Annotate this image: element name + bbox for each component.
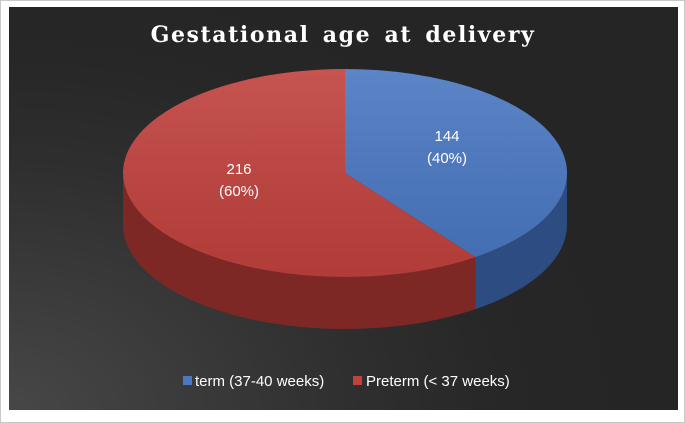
legend-swatch-term [183, 376, 192, 385]
pie-chart: Gestational age at delivery 144 (40%) 21… [123, 22, 568, 390]
pie-side-term [475, 173, 567, 310]
slice-label-preterm-value: 216 [226, 161, 251, 178]
legend-swatch-preterm [353, 376, 362, 385]
pie-side-preterm [123, 173, 476, 330]
slice-label-term-percent: (40%) [427, 150, 467, 167]
slice-label-term-value: 144 [434, 128, 459, 145]
data-labels: 144 (40%) 216 (60%) [219, 128, 467, 200]
pie-slice-shade-term [345, 69, 568, 258]
chart-panel: Gestational age at delivery 144 (40%) 21… [9, 7, 678, 410]
slice-label-preterm-percent: (60%) [219, 183, 259, 200]
pie-layer [123, 69, 568, 330]
chart-legend: term (37-40 weeks) Preterm (< 37 weeks) [183, 373, 510, 390]
chart-title: Gestational age at delivery [151, 22, 536, 48]
legend-label-term: term (37-40 weeks) [195, 373, 324, 390]
pie-slice-shade-preterm [123, 69, 476, 277]
legend-label-preterm: Preterm (< 37 weeks) [366, 373, 510, 390]
